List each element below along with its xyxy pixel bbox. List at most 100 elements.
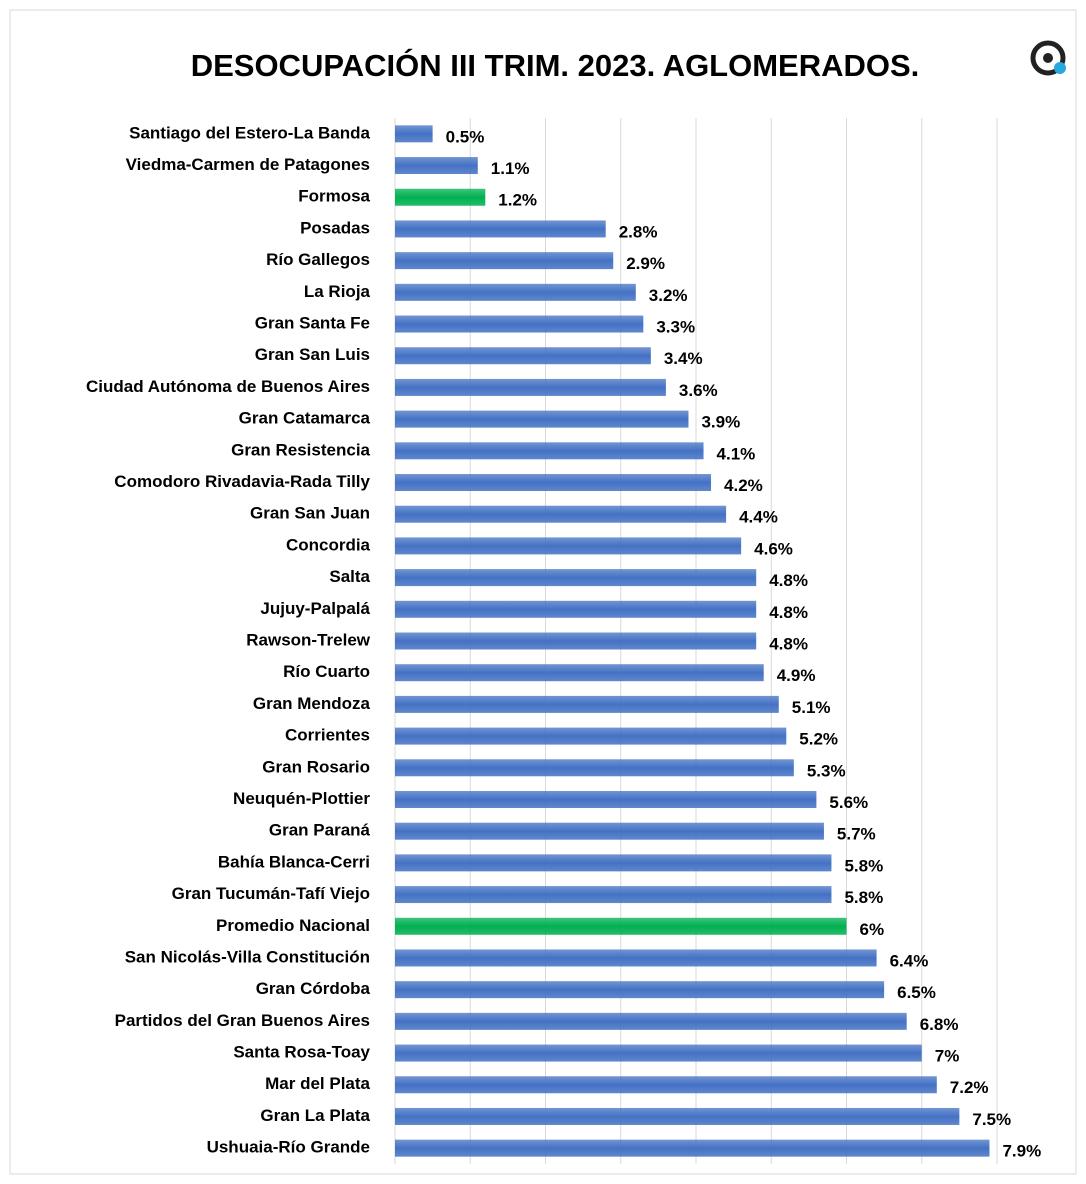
category-label: Gran Tucumán-Tafí Viejo [172,884,370,903]
bar [395,252,614,270]
value-label: 4.2% [724,476,763,495]
category-label: Jujuy-Palpalá [260,599,370,618]
category-label: Bahía Blanca-Cerri [218,852,370,871]
bar [395,188,486,206]
category-label: Gran Paraná [269,821,371,840]
value-label: 3.9% [701,413,740,432]
value-label: 4.8% [769,634,808,653]
bar [395,474,712,492]
category-label: Salta [329,567,370,586]
value-label: 4.8% [769,571,808,590]
value-label: 5.7% [837,825,876,844]
bar [395,220,606,238]
bar [395,505,727,523]
value-label: 4.8% [769,603,808,622]
category-label: Posadas [300,218,370,237]
value-label: 2.9% [626,254,665,273]
bar [395,664,764,682]
category-label: Neuquén-Plottier [233,789,370,808]
category-label: Rawson-Trelew [246,630,371,649]
category-label: Santiago del Estero-La Banda [129,123,370,142]
bar [395,1139,990,1157]
chart-frame [9,9,1077,1175]
bar [395,727,787,745]
bar [395,790,817,808]
category-label: Gran San Luis [255,345,370,364]
category-label: Gran Rosario [262,757,370,776]
value-label: 7.9% [1002,1142,1041,1161]
bar [395,981,885,999]
bar [395,410,689,428]
category-label: Corrientes [285,726,370,745]
bar [395,347,651,365]
bar [395,125,433,143]
value-label: 3.2% [649,286,688,305]
bar [395,315,644,333]
bar [395,378,666,396]
category-label: Gran Santa Fe [255,314,370,333]
bar [395,442,704,460]
category-label: Gran Córdoba [256,979,371,998]
bar [395,949,877,967]
value-label: 6.4% [890,951,929,970]
category-label: Gran San Juan [250,504,370,523]
category-label: Santa Rosa-Toay [233,1043,370,1062]
chart-title: DESOCUPACIÓN III TRIM. 2023. AGLOMERADOS… [191,47,920,83]
category-label: Ciudad Autónoma de Buenos Aires [86,377,370,396]
value-label: 5.2% [799,730,838,749]
value-label: 3.6% [679,381,718,400]
value-label: 5.6% [829,793,868,812]
category-label: Comodoro Rivadavia-Rada Tilly [114,472,370,491]
bar [395,537,742,555]
value-label: 5.8% [844,856,883,875]
category-label: Concordia [286,535,371,554]
value-label: 6% [860,920,885,939]
bar [395,917,847,935]
value-label: 4.1% [717,444,756,463]
bar [395,157,478,175]
bar [395,1107,960,1125]
bar [395,1044,922,1062]
logo [1030,40,1066,76]
category-label: Partidos del Gran Buenos Aires [115,1011,370,1030]
category-label: Río Gallegos [266,250,370,269]
bar [395,759,794,777]
category-label: Viedma-Carmen de Patagones [126,155,370,174]
bar [395,822,824,840]
category-label: Ushuaia-Río Grande [207,1138,370,1157]
value-label: 7.5% [972,1110,1011,1129]
value-label: 4.6% [754,539,793,558]
value-label: 7.2% [950,1078,989,1097]
bar [395,1076,937,1094]
bar [395,600,757,618]
value-label: 4.4% [739,508,778,527]
category-label: Río Cuarto [283,662,370,681]
category-label: Gran Catamarca [239,409,371,428]
category-label: Mar del Plata [265,1074,370,1093]
bar [395,1012,907,1030]
bar [395,886,832,904]
value-label: 6.8% [920,1015,959,1034]
value-label: 5.8% [844,888,883,907]
bar [395,569,757,587]
category-label: Formosa [298,187,370,206]
category-label: Promedio Nacional [216,916,370,935]
value-label: 5.1% [792,698,831,717]
value-label: 0.5% [446,127,485,146]
value-label: 5.3% [807,761,846,780]
category-label: Gran Mendoza [253,694,371,713]
value-label: 3.4% [664,349,703,368]
category-label: Gran Resistencia [231,440,370,459]
bar [395,854,832,872]
category-label: Gran La Plata [260,1106,370,1125]
value-label: 1.2% [498,191,537,210]
bar [395,283,636,301]
category-label: La Rioja [304,282,371,301]
bar [395,632,757,650]
category-label: San Nicolás-Villa Constitución [125,947,370,966]
bar [395,695,779,713]
value-label: 3.3% [656,318,695,337]
value-label: 2.8% [619,222,658,241]
value-label: 1.1% [491,159,530,178]
